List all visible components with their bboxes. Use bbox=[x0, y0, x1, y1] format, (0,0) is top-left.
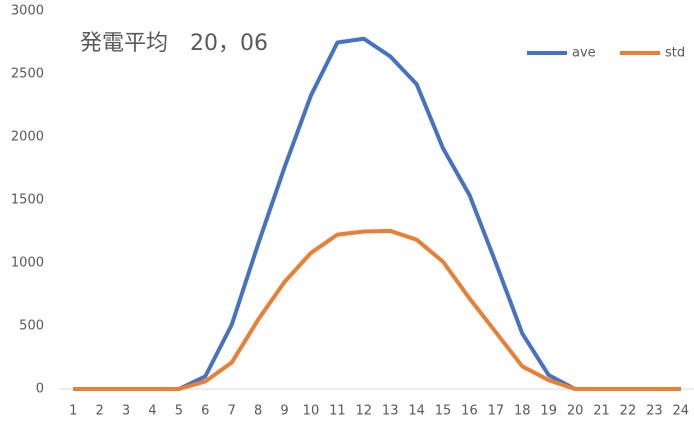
x-tick-label: 21 bbox=[593, 404, 610, 419]
x-tick-label: 10 bbox=[303, 404, 320, 419]
x-tick-label: 17 bbox=[488, 404, 505, 419]
x-tick-label: 12 bbox=[356, 404, 373, 419]
x-tick-label: 2 bbox=[95, 404, 103, 419]
y-tick-label: 1000 bbox=[11, 256, 44, 271]
series-line bbox=[73, 36, 681, 391]
x-tick-label: 22 bbox=[620, 404, 637, 419]
x-tick-label: 20 bbox=[567, 404, 584, 419]
y-tick-label: 2500 bbox=[11, 67, 44, 82]
x-tick-label: 7 bbox=[228, 404, 236, 419]
x-tick-label: 14 bbox=[408, 404, 425, 419]
legend-label: ave bbox=[572, 46, 596, 61]
x-tick-label: 6 bbox=[201, 404, 209, 419]
legend-label: std bbox=[665, 46, 685, 61]
chart-title: 発電平均 20，06 bbox=[80, 31, 268, 56]
x-tick-label: 24 bbox=[673, 404, 690, 419]
x-tick-label: 5 bbox=[175, 404, 183, 419]
x-tick-label: 15 bbox=[435, 404, 452, 419]
y-tick-label: 0 bbox=[36, 382, 44, 397]
x-tick-label: 18 bbox=[514, 404, 531, 419]
series-line bbox=[73, 228, 681, 391]
x-tick-label: 23 bbox=[646, 404, 663, 419]
x-tick-label: 19 bbox=[540, 404, 557, 419]
y-tick-label: 500 bbox=[19, 319, 44, 334]
y-tick-label: 3000 bbox=[11, 4, 44, 19]
x-tick-label: 13 bbox=[382, 404, 399, 419]
x-tick-label: 11 bbox=[329, 404, 346, 419]
y-tick-label: 2000 bbox=[11, 130, 44, 145]
x-tick-label: 4 bbox=[148, 404, 156, 419]
x-tick-label: 9 bbox=[280, 404, 288, 419]
x-tick-label: 16 bbox=[461, 404, 478, 419]
x-tick-label: 3 bbox=[122, 404, 130, 419]
x-tick-label: 8 bbox=[254, 404, 262, 419]
x-tick-label: 1 bbox=[69, 404, 77, 419]
y-tick-label: 1500 bbox=[11, 193, 44, 208]
